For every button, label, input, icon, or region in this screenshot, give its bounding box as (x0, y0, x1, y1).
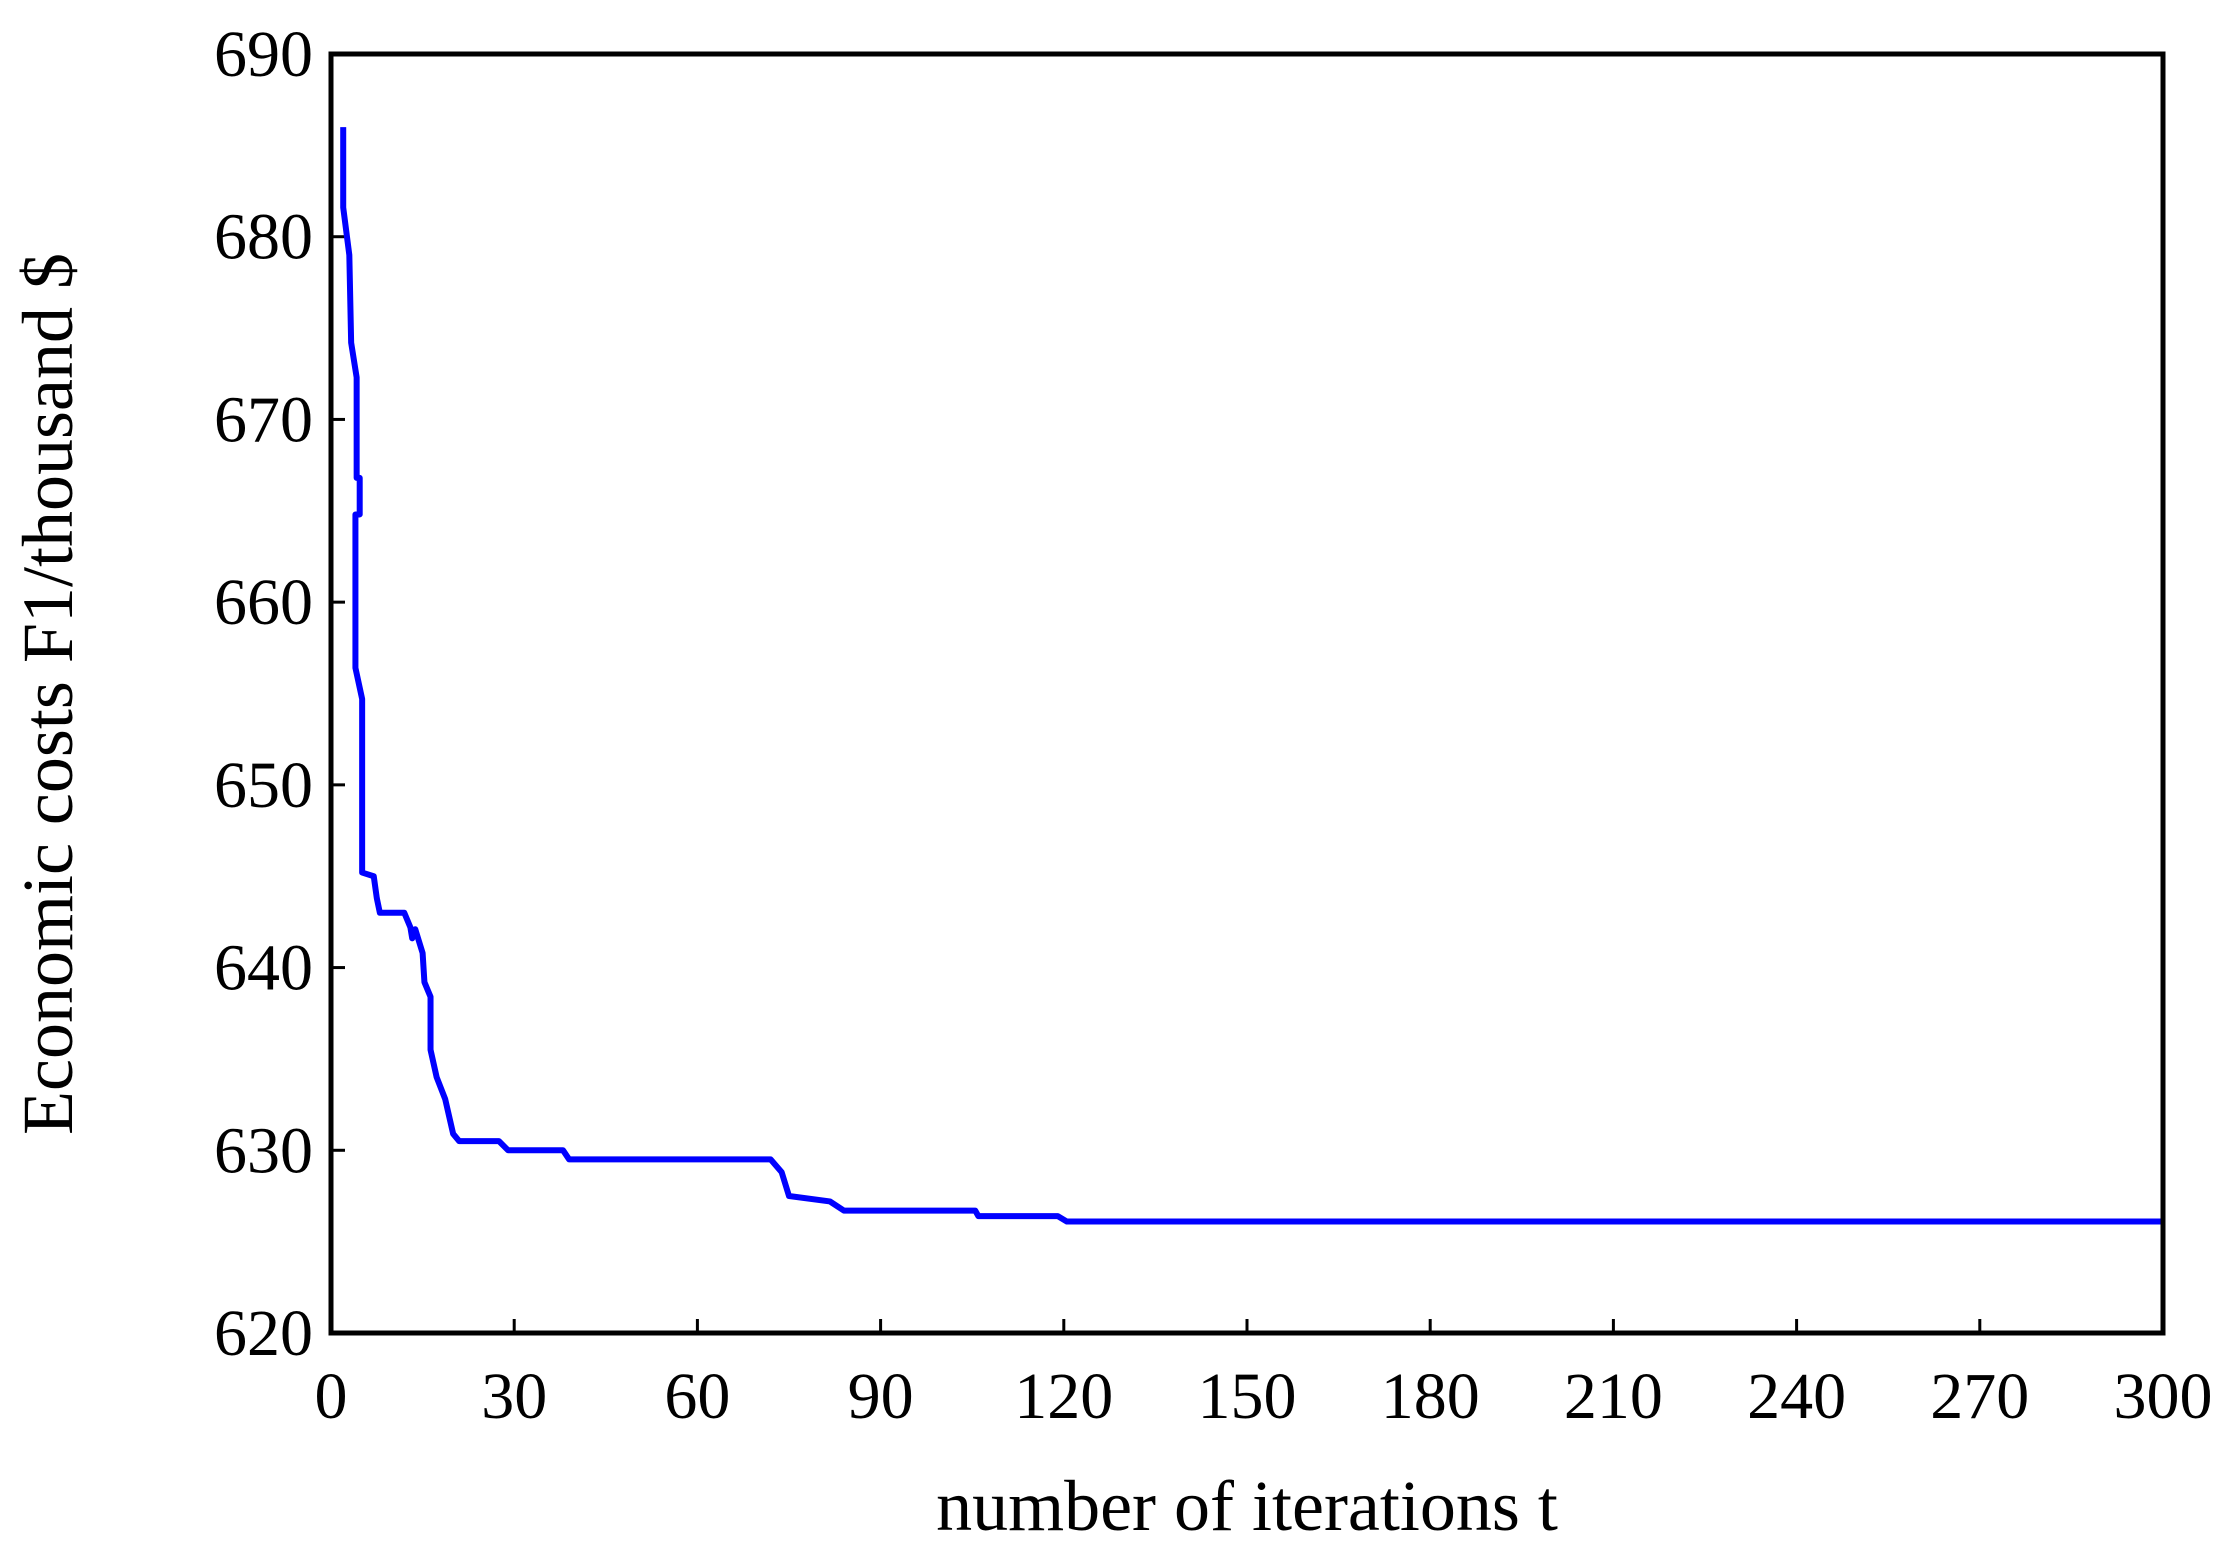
line-series (340, 127, 2163, 1225)
x-axis-label: number of iterations t (936, 1466, 1558, 1546)
y-tick-label: 680 (214, 201, 313, 274)
x-tick-label: 120 (1014, 1360, 1113, 1433)
x-tick-label: 210 (1564, 1360, 1663, 1433)
y-tick-label: 650 (214, 749, 313, 822)
y-tick-label: 660 (214, 566, 313, 639)
x-tick-label: 240 (1747, 1360, 1846, 1433)
x-tick-label: 300 (2114, 1360, 2213, 1433)
y-axis-label: Economic costs F1/thousand $ (8, 253, 88, 1135)
y-tick-label: 670 (214, 383, 313, 456)
x-tick-label: 30 (481, 1360, 547, 1433)
x-tick-label: 0 (315, 1360, 348, 1433)
x-tick-label: 270 (1930, 1360, 2029, 1433)
x-tick-label: 180 (1381, 1360, 1480, 1433)
y-tick-label: 620 (214, 1297, 313, 1370)
y-tick-label: 630 (214, 1114, 313, 1187)
plot-frame (328, 51, 2166, 1336)
x-tick-label: 150 (1198, 1360, 1297, 1433)
x-tick-label: 90 (848, 1360, 914, 1433)
y-tick-label: 640 (214, 932, 313, 1005)
y-tick-label: 690 (214, 18, 313, 91)
x-tick-label: 60 (664, 1360, 730, 1433)
